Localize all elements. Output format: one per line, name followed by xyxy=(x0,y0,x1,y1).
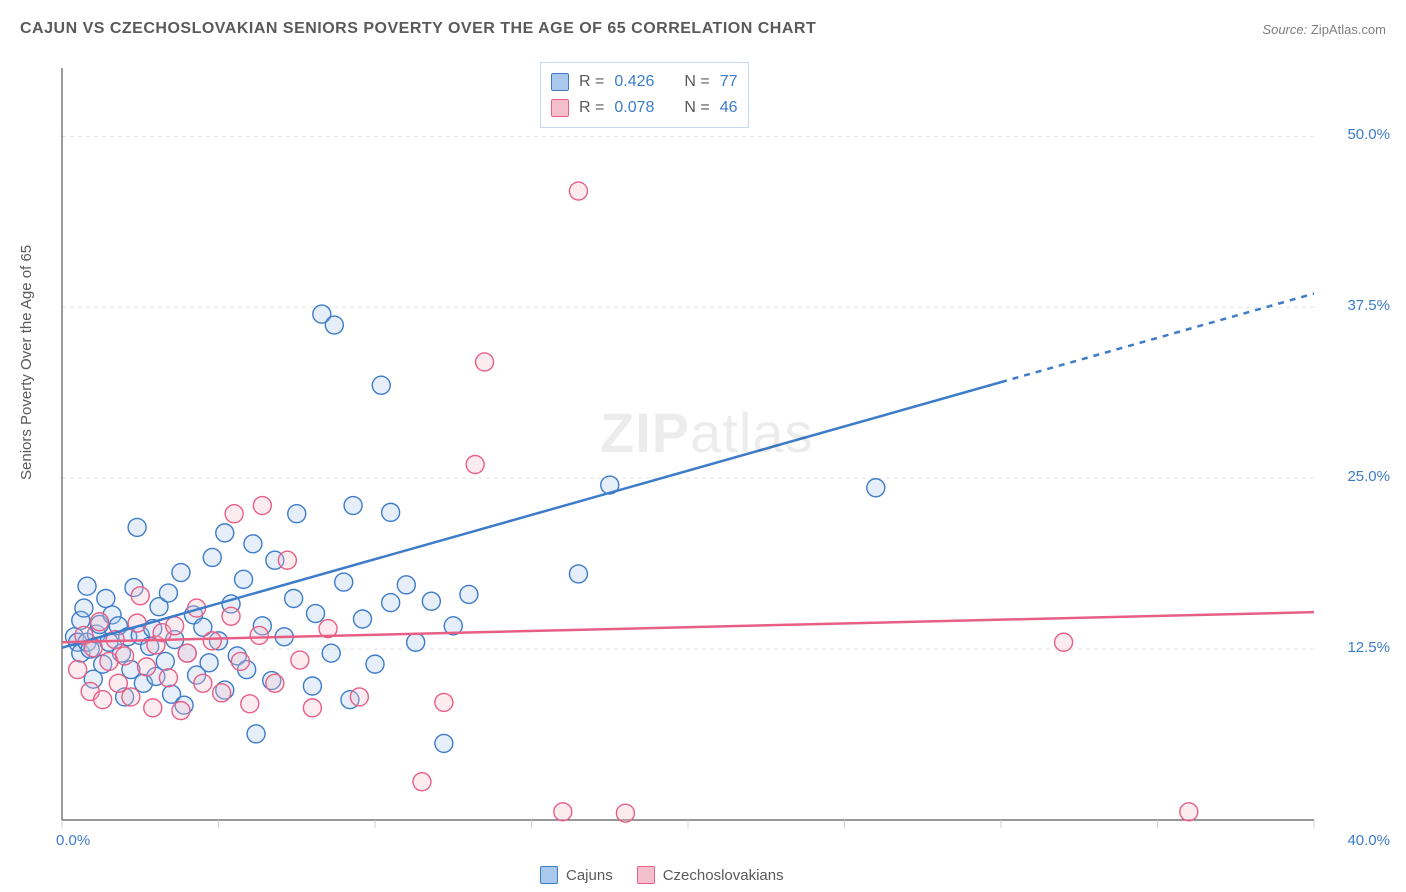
stats-legend: R = 0.426 N = 77 R = 0.078 N = 46 xyxy=(540,62,749,128)
chart-title: CAJUN VS CZECHOSLOVAKIAN SENIORS POVERTY… xyxy=(20,20,816,38)
stats-legend-row: R = 0.078 N = 46 xyxy=(551,95,738,121)
source-value: ZipAtlas.com xyxy=(1311,22,1386,37)
legend-swatch xyxy=(551,99,569,117)
scatter-plot xyxy=(54,60,1384,860)
chart-container: CAJUN VS CZECHOSLOVAKIAN SENIORS POVERTY… xyxy=(0,0,1406,892)
y-tick-label: 50.0% xyxy=(1347,126,1390,143)
source-label: Source: xyxy=(1262,22,1307,37)
y-tick-label: 37.5% xyxy=(1347,297,1390,314)
n-value: 46 xyxy=(720,99,738,117)
series-legend-label: Cajuns xyxy=(566,867,613,884)
x-tick-label: 40.0% xyxy=(1347,832,1390,849)
stats-legend-row: R = 0.426 N = 77 xyxy=(551,69,738,95)
r-value: 0.426 xyxy=(614,73,654,91)
y-tick-label: 25.0% xyxy=(1347,468,1390,485)
n-label: N = xyxy=(684,73,709,91)
legend-swatch xyxy=(551,73,569,91)
r-label: R = xyxy=(579,73,604,91)
r-value: 0.078 xyxy=(614,99,654,117)
y-tick-label: 12.5% xyxy=(1347,639,1390,656)
source-attribution: Source: ZipAtlas.com xyxy=(1262,22,1386,37)
r-label: R = xyxy=(579,99,604,117)
series-legend-label: Czechoslovakians xyxy=(663,867,784,884)
series-legend-item: Czechoslovakians xyxy=(637,866,784,884)
n-label: N = xyxy=(684,99,709,117)
series-legend: Cajuns Czechoslovakians xyxy=(540,866,784,884)
y-axis-label: Seniors Poverty Over the Age of 65 xyxy=(18,245,35,480)
series-legend-item: Cajuns xyxy=(540,866,613,884)
legend-swatch xyxy=(637,866,655,884)
n-value: 77 xyxy=(720,73,738,91)
legend-swatch xyxy=(540,866,558,884)
x-tick-label: 0.0% xyxy=(56,832,90,849)
